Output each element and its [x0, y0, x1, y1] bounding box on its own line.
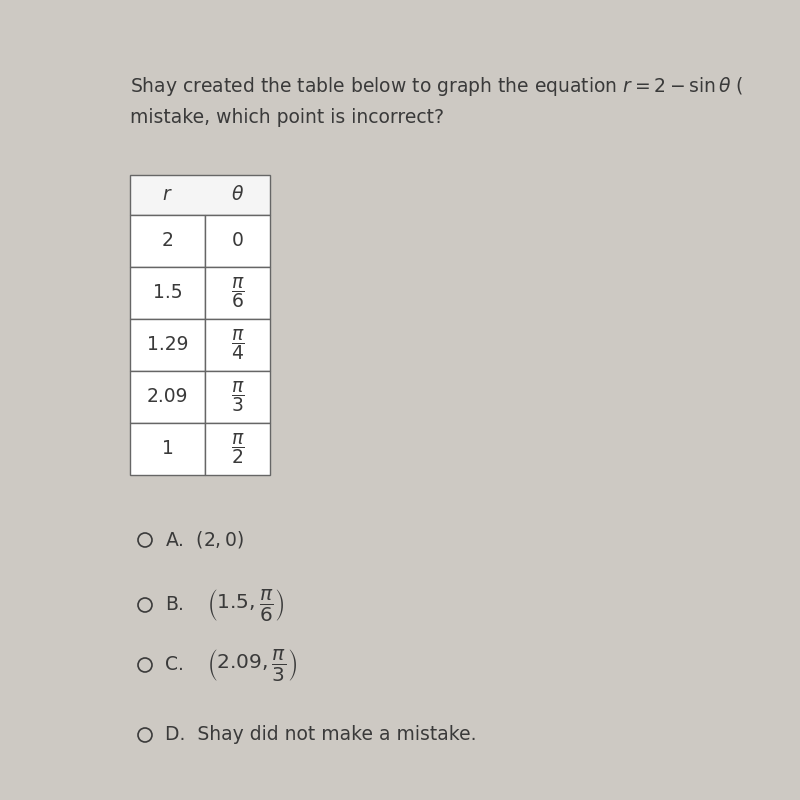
- Text: $\dfrac{\pi}{4}$: $\dfrac{\pi}{4}$: [230, 327, 245, 362]
- Bar: [205, 215, 270, 267]
- Text: $r$: $r$: [162, 186, 173, 205]
- Text: $\dfrac{\pi}{2}$: $\dfrac{\pi}{2}$: [230, 431, 245, 466]
- Text: $\dfrac{\pi}{3}$: $\dfrac{\pi}{3}$: [230, 379, 245, 414]
- Bar: [130, 267, 205, 319]
- Text: B.: B.: [165, 595, 184, 614]
- Text: 1.29: 1.29: [146, 335, 188, 354]
- Bar: [205, 319, 270, 371]
- Bar: [205, 423, 270, 475]
- Text: $\left(1.5,\dfrac{\pi}{6}\right)$: $\left(1.5,\dfrac{\pi}{6}\right)$: [207, 587, 284, 623]
- Bar: [205, 371, 270, 423]
- Text: $\left(2.09,\dfrac{\pi}{3}\right)$: $\left(2.09,\dfrac{\pi}{3}\right)$: [207, 647, 297, 683]
- Bar: [130, 423, 205, 475]
- Bar: [130, 371, 205, 423]
- Text: $\theta$: $\theta$: [231, 186, 244, 205]
- Bar: [130, 215, 205, 267]
- Text: C.: C.: [165, 655, 184, 674]
- Text: $0$: $0$: [231, 231, 244, 250]
- Text: D.  Shay did not make a mistake.: D. Shay did not make a mistake.: [165, 726, 477, 745]
- Text: 1: 1: [162, 439, 174, 458]
- Bar: [130, 175, 270, 215]
- Text: 2.09: 2.09: [146, 387, 188, 406]
- Text: Shay created the table below to graph the equation $r = 2 - \sin\theta$ (: Shay created the table below to graph th…: [130, 75, 743, 98]
- Bar: [130, 319, 205, 371]
- Text: A.  $(2, 0)$: A. $(2, 0)$: [165, 530, 244, 550]
- Bar: [205, 267, 270, 319]
- Text: mistake, which point is incorrect?: mistake, which point is incorrect?: [130, 108, 444, 127]
- Text: 1.5: 1.5: [153, 283, 182, 302]
- Text: $\dfrac{\pi}{6}$: $\dfrac{\pi}{6}$: [230, 275, 245, 310]
- Text: 2: 2: [162, 231, 174, 250]
